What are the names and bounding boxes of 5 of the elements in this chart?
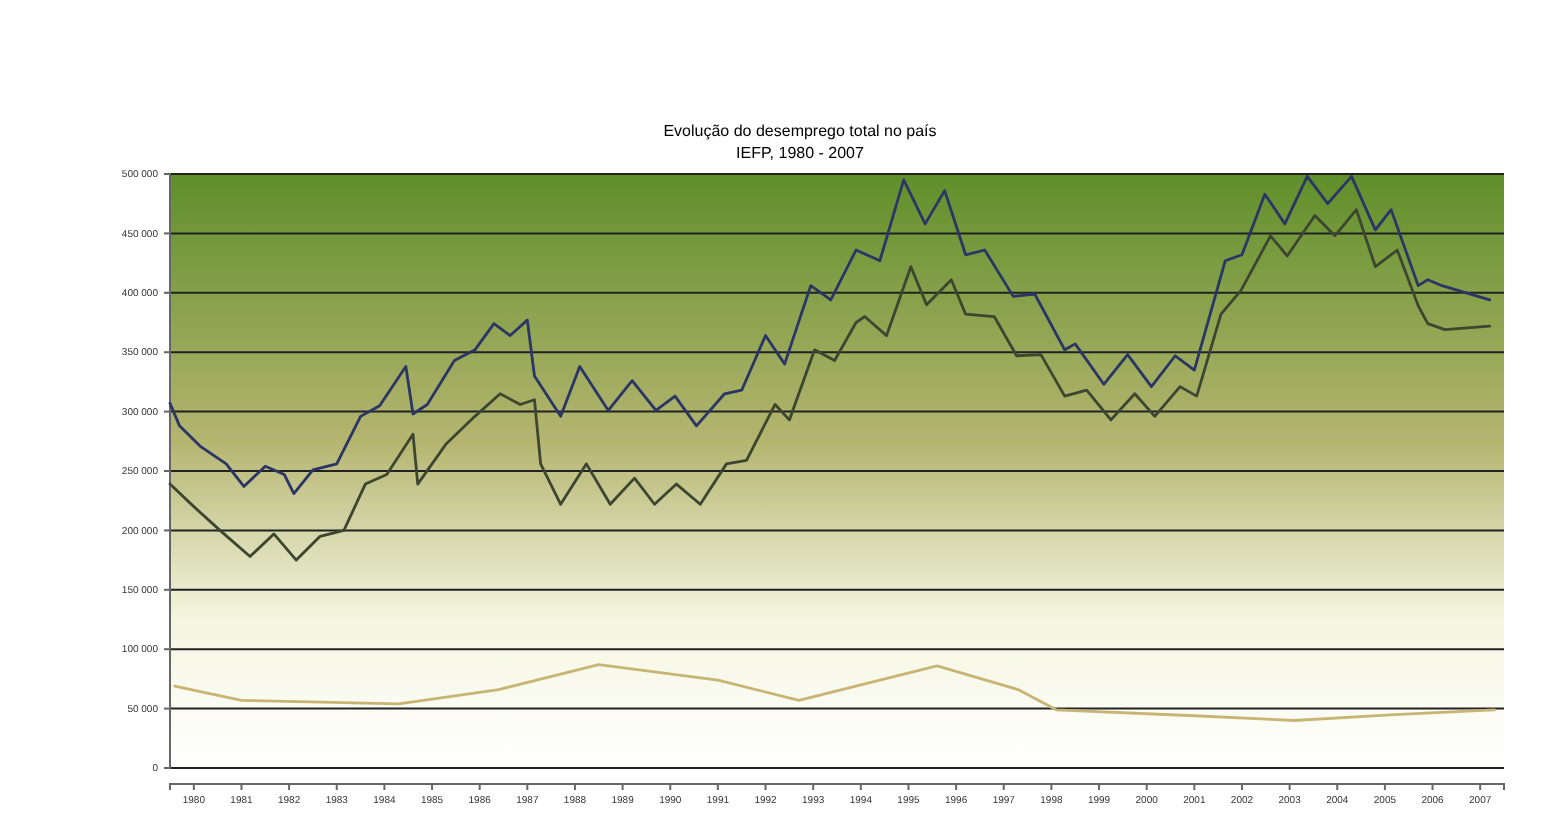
chart-subtitle: IEFP, 1980 - 2007	[736, 144, 865, 162]
line-series	[168, 208, 1492, 562]
chart-title: Evolução do desemprego total no país	[663, 122, 937, 140]
line-series	[168, 174, 1492, 495]
line-series	[173, 663, 1496, 722]
